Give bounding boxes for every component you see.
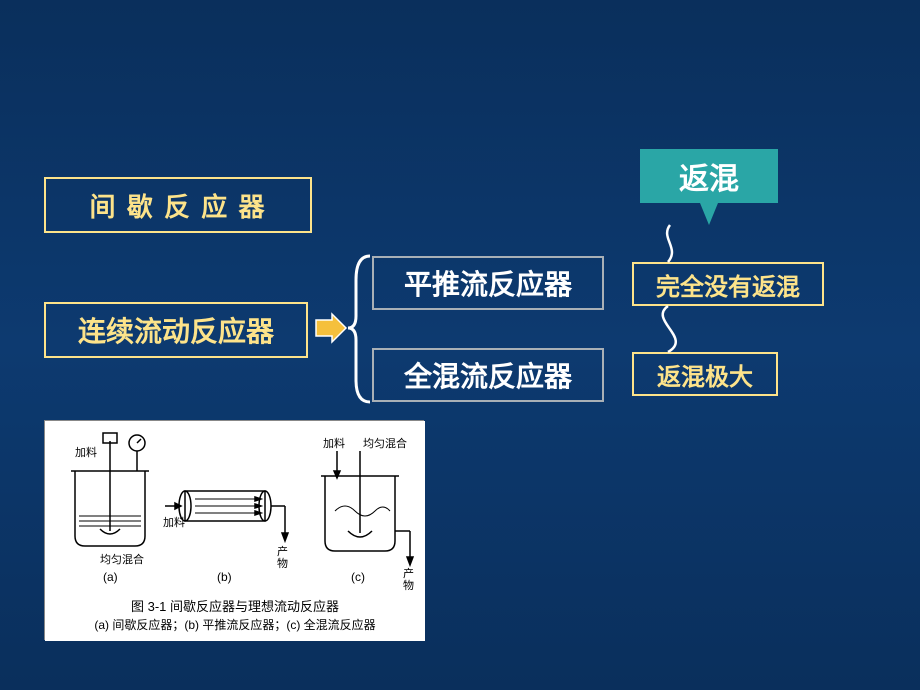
box-continuous-reactor: 连续流动反应器	[44, 302, 308, 358]
fig-label-feed-c: 加料	[323, 436, 345, 450]
figure-inset: 加料 均匀混合 (a) 加料 产 物 (b)	[44, 420, 424, 640]
box-plug-flow: 平推流反应器	[372, 256, 604, 310]
fig-label-feed-b: 加料	[163, 515, 185, 529]
fig-label-b: (b)	[217, 570, 232, 584]
fig-label-mix-a: 均匀混合	[100, 552, 144, 566]
label-back-mixing: 返混	[679, 154, 739, 198]
label-plug-flow: 平推流反应器	[404, 263, 572, 303]
fig-label-product-b: 产	[277, 544, 288, 558]
box-batch-reactor: 间 歇 反 应 器	[44, 177, 312, 233]
wavy-top	[667, 225, 672, 262]
callout-arrow-icon	[700, 203, 718, 225]
fig-label-a: (a)	[103, 570, 118, 584]
svg-text:物: 物	[403, 578, 414, 592]
figure-caption-sub: (a) 间歇反应器；(b) 平推流反应器；(c) 全混流反应器	[94, 617, 375, 632]
box-large-back-mixing: 返混极大	[632, 352, 778, 396]
brace-icon	[348, 256, 370, 402]
label-batch-reactor: 间 歇 反 应 器	[90, 187, 267, 224]
figure-svg: 加料 均匀混合 (a) 加料 产 物 (b)	[45, 421, 425, 641]
fig-label-product-c1: 产	[403, 566, 414, 580]
fig-label-mix-c: 均匀混合	[363, 436, 407, 450]
arrow-right-icon	[316, 314, 346, 342]
svg-text:物: 物	[277, 556, 288, 570]
box-no-back-mixing: 完全没有返混	[632, 262, 824, 306]
fig-label-feed-a: 加料	[75, 445, 97, 459]
label-large-back-mixing: 返混极大	[657, 357, 753, 392]
label-continuous-reactor: 连续流动反应器	[78, 310, 274, 350]
label-no-back-mixing: 完全没有返混	[656, 267, 800, 302]
box-back-mixing: 返混	[640, 149, 778, 203]
box-full-mix: 全混流反应器	[372, 348, 604, 402]
wavy-bottom	[663, 306, 676, 352]
label-full-mix: 全混流反应器	[404, 355, 572, 395]
fig-label-c: (c)	[351, 570, 365, 584]
figure-caption-main: 图 3-1 间歇反应器与理想流动反应器	[131, 599, 339, 614]
